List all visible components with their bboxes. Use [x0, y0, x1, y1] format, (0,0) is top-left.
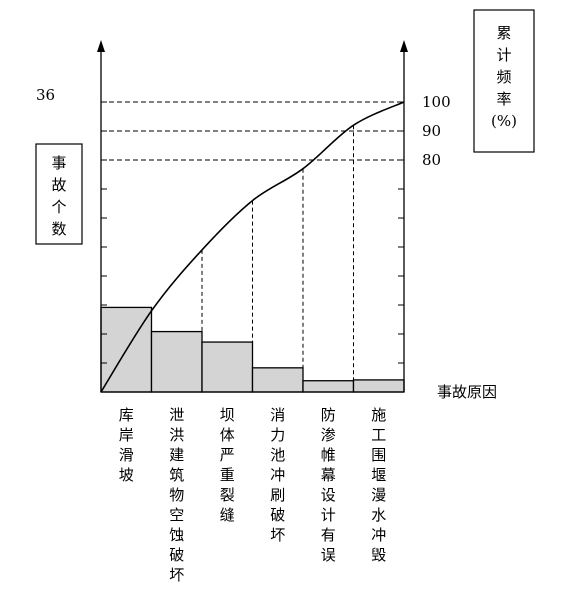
x-axis-label: 事故原因: [437, 383, 497, 401]
right-axis-label: 累计频率(%): [491, 24, 517, 130]
cumulative-frequency-curve: [100, 101, 405, 393]
right-tick-label-100: 100: [422, 93, 451, 111]
right-axis-arrow: [400, 40, 408, 52]
category-label-1: 库岸滑坡: [119, 406, 134, 484]
left-axis-max-tick-label: 36: [36, 86, 55, 104]
category-label-6: 施工围堰漫水冲毁: [371, 406, 386, 564]
left-axis-arrow: [97, 40, 105, 52]
category-label-3: 坝体严重裂缝: [220, 406, 235, 524]
bar-3: [201, 341, 254, 393]
category-label-4: 消力池冲刷破坏: [270, 406, 285, 544]
axes: [97, 40, 408, 393]
category-label-2: 泄洪建筑物空蚀破坏: [169, 406, 184, 584]
reference-lines: [101, 101, 404, 380]
right-tick-label-90: 90: [422, 122, 441, 140]
left-axis-label-box: [35, 143, 83, 245]
labels: 36 事故个数 累计频率(%) 事故原因 100 90 80: [35, 9, 535, 401]
bar-5: [302, 380, 355, 393]
category-label-5: 防渗帷幕设计有误: [321, 406, 336, 564]
axis-ticks: [101, 101, 404, 364]
bar-6: [352, 379, 405, 393]
right-tick-label-80: 80: [422, 151, 441, 169]
left-axis-label: 事故个数: [51, 154, 66, 238]
bar-4: [251, 367, 304, 393]
bar-2: [150, 330, 203, 393]
category-labels: 库岸滑坡 泄洪建筑物空蚀破坏 坝体严重裂缝 消力池冲刷破坏 防渗帷幕设计有误 施工围堰漫水…: [119, 406, 387, 584]
right-axis-label-box: [473, 9, 535, 153]
